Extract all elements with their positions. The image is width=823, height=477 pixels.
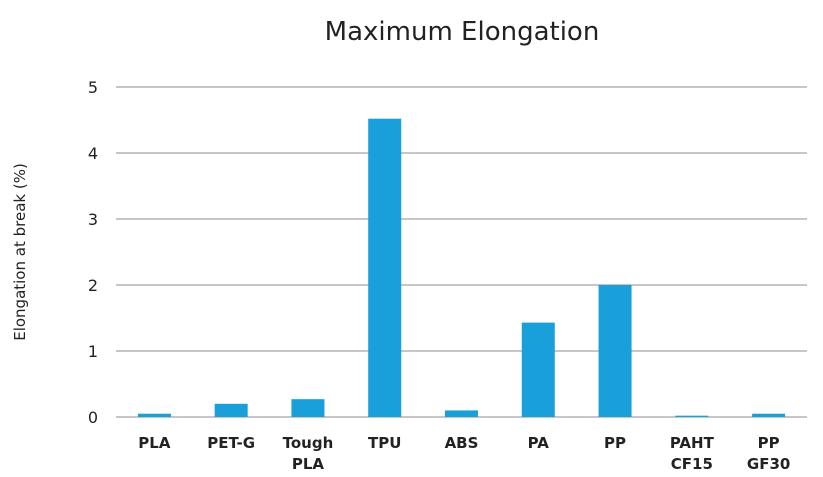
bar	[521, 322, 555, 417]
y-tick-label: 5	[88, 78, 98, 97]
x-tick-label: PAHT CF15	[670, 434, 715, 473]
x-axis-ticks: PLA PET-G Tough PLA TPU ABS PA PP PAHT CF15 PP GF30	[138, 434, 790, 473]
x-tick-label: TPU	[368, 434, 401, 452]
chart-title: Maximum Elongation	[325, 17, 600, 47]
x-tick-label-line: PLA	[292, 455, 325, 473]
x-tick-label: ABS	[445, 434, 479, 452]
x-tick-label-line: PAHT	[670, 434, 715, 452]
y-tick-label: 4	[88, 144, 98, 163]
x-tick-label: PET-G	[207, 434, 255, 452]
x-tick-label-line: CF15	[671, 455, 713, 473]
x-tick-label: PP	[604, 434, 626, 452]
x-tick-label-line: PP	[604, 434, 626, 452]
bar	[598, 285, 632, 417]
x-tick-label: PA	[528, 434, 550, 452]
y-axis-label: Elongation at break (%)	[11, 163, 29, 341]
bar	[214, 403, 248, 417]
x-tick-label-line: ABS	[445, 434, 479, 452]
x-tick-label-line: PET-G	[207, 434, 255, 452]
x-tick-label: PP GF30	[747, 434, 790, 473]
x-tick-label-line: GF30	[747, 455, 790, 473]
bar	[752, 413, 786, 417]
bar	[368, 118, 402, 418]
bar	[137, 413, 171, 417]
y-axis-ticks: 0 1 2 3 4 5	[88, 78, 98, 427]
y-tick-label: 2	[88, 276, 98, 295]
x-tick-label: Tough PLA	[283, 434, 334, 473]
x-tick-label-line: PP	[758, 434, 780, 452]
bar	[675, 415, 709, 417]
bar	[445, 410, 478, 417]
x-tick-label-line: PLA	[138, 434, 171, 452]
y-tick-label: 1	[88, 342, 98, 361]
x-tick-label-line: TPU	[368, 434, 401, 452]
y-tick-label: 3	[88, 210, 98, 229]
x-tick-label: PLA	[138, 434, 171, 452]
bars	[137, 118, 786, 418]
x-tick-label-line: Tough	[283, 434, 334, 452]
y-tick-label: 0	[88, 408, 98, 427]
x-tick-label-line: PA	[528, 434, 550, 452]
gridlines	[116, 86, 807, 418]
bar	[291, 399, 325, 417]
